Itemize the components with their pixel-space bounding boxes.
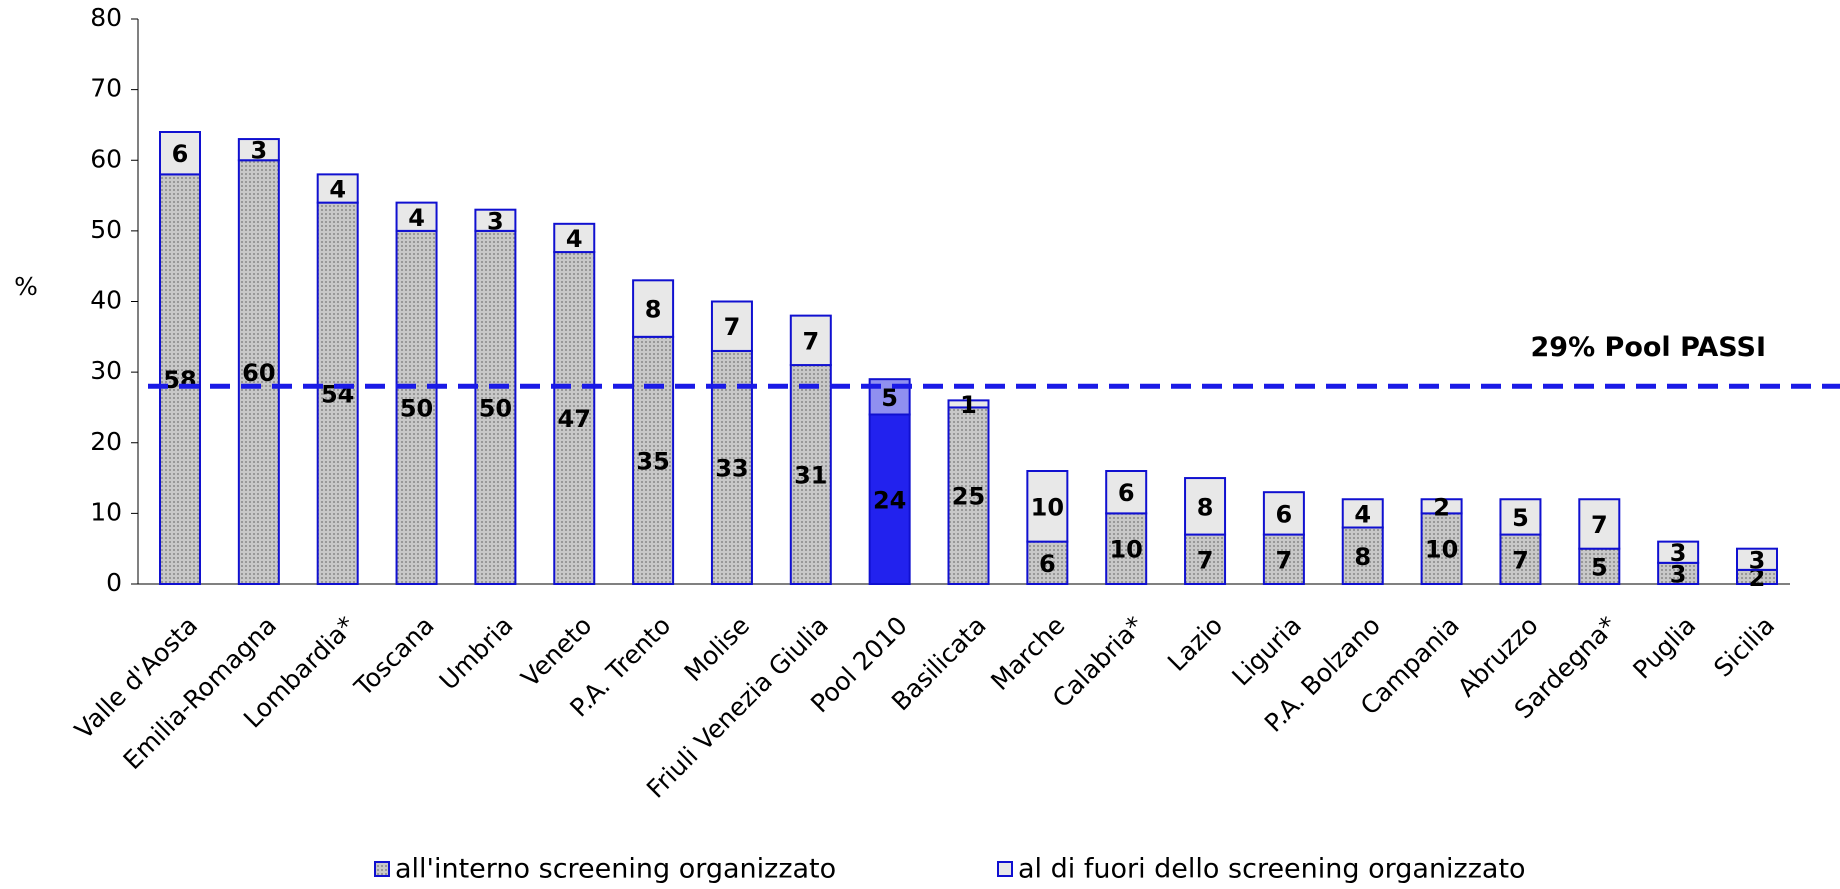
bar-segment xyxy=(474,208,517,232)
bar-segment xyxy=(395,201,438,232)
data-label: 6 xyxy=(1276,500,1293,528)
data-label: 33 xyxy=(715,454,748,482)
bar-segment xyxy=(1341,498,1384,529)
bar-segment xyxy=(1184,533,1227,585)
bar-segment xyxy=(237,159,280,585)
data-label: 7 xyxy=(802,327,819,355)
data-label: 7 xyxy=(1197,546,1214,574)
data-label: 4 xyxy=(329,176,346,204)
data-label: 8 xyxy=(645,296,662,324)
data-label: 10 xyxy=(1425,536,1458,564)
bar-segment xyxy=(553,251,596,585)
bar-segment xyxy=(1026,540,1069,585)
data-label: 24 xyxy=(873,486,906,514)
bar-segment xyxy=(159,131,201,176)
legend-swatch xyxy=(374,861,390,877)
bar-segment xyxy=(237,138,280,162)
bar-segment xyxy=(710,300,753,352)
data-label: 7 xyxy=(1591,511,1608,539)
data-label: 4 xyxy=(1354,500,1371,528)
data-label: 50 xyxy=(479,394,512,422)
data-label: 7 xyxy=(724,313,741,341)
data-label: 5 xyxy=(1512,504,1529,532)
bar-segment xyxy=(553,222,596,254)
bar-segment xyxy=(868,413,911,585)
y-tick-label: 70 xyxy=(90,74,122,103)
x-tick-label: Molise xyxy=(679,611,755,687)
x-tick-label: Toscana xyxy=(348,611,440,703)
bar-segment xyxy=(789,314,832,367)
data-label: 2 xyxy=(1749,564,1766,592)
data-label: 4 xyxy=(566,225,583,253)
data-label: 2 xyxy=(1433,493,1450,521)
data-label: 25 xyxy=(952,483,985,511)
x-tick-label: Umbria xyxy=(434,611,519,696)
data-label: 58 xyxy=(163,366,196,394)
data-label: 6 xyxy=(1118,479,1135,507)
bar-segment xyxy=(1420,498,1463,515)
bar-segment xyxy=(1736,547,1778,571)
bar-segment xyxy=(1026,470,1069,543)
bar-segment xyxy=(316,173,359,204)
y-tick-label: 80 xyxy=(90,3,122,32)
data-label: 50 xyxy=(400,394,433,422)
legend-label: all'interno screening organizzato xyxy=(395,854,836,885)
x-tick-label: Liguria xyxy=(1226,611,1307,692)
bar-segment xyxy=(395,229,438,585)
bar-segment xyxy=(789,364,832,585)
data-label: 3 xyxy=(1749,546,1766,574)
y-tick-label: 10 xyxy=(90,497,122,526)
bar-segment xyxy=(1499,498,1542,536)
legend-swatch xyxy=(997,861,1013,877)
y-axis-label: % xyxy=(14,272,38,301)
data-label: 6 xyxy=(172,140,189,168)
data-label: 6 xyxy=(1039,550,1056,578)
data-label: 7 xyxy=(1276,546,1293,574)
bar-segment xyxy=(316,201,359,585)
data-label: 31 xyxy=(794,462,827,490)
bar-segment xyxy=(1578,547,1621,585)
data-label: 10 xyxy=(1031,493,1064,521)
legend-label: al di fuori dello screening organizzato xyxy=(1018,854,1526,885)
data-label: 1 xyxy=(960,391,977,419)
y-tick-label: 50 xyxy=(90,215,122,244)
bar-segment xyxy=(1578,498,1621,550)
data-label: 3 xyxy=(250,137,267,165)
y-tick-label: 30 xyxy=(90,356,122,385)
data-label: 8 xyxy=(1354,543,1371,571)
data-label: 4 xyxy=(408,204,425,232)
bar-segment xyxy=(1184,477,1227,536)
y-tick-label: 60 xyxy=(90,144,122,173)
bar-segment xyxy=(1262,491,1305,536)
data-label: 47 xyxy=(558,405,591,433)
data-label: 5 xyxy=(881,384,898,412)
y-tick-label: 40 xyxy=(90,286,122,315)
data-label: 35 xyxy=(636,447,669,475)
data-label: 3 xyxy=(1670,560,1687,588)
data-label: 7 xyxy=(1512,546,1529,574)
annotation: 29% Pool PASSI xyxy=(1531,332,1767,363)
bar-segment xyxy=(710,349,753,585)
x-tick-label: Lazio xyxy=(1162,611,1228,677)
data-label: 8 xyxy=(1197,493,1214,521)
data-label: 3 xyxy=(1670,539,1687,567)
y-tick-label: 20 xyxy=(90,427,122,456)
bar-segment xyxy=(1105,470,1148,515)
y-tick-label: 0 xyxy=(106,568,122,597)
bar-segment xyxy=(632,279,675,338)
bar-segment xyxy=(159,173,201,585)
data-label: 10 xyxy=(1109,536,1142,564)
x-tick-label: Puglia xyxy=(1627,611,1701,685)
data-label: 3 xyxy=(487,207,504,235)
x-tick-label: Sicilia xyxy=(1708,611,1780,683)
bar-segment xyxy=(947,406,990,585)
data-label: 5 xyxy=(1591,553,1608,581)
data-label: 60 xyxy=(242,359,275,387)
bar-segment xyxy=(947,399,990,409)
bar-segment xyxy=(1657,540,1700,564)
bar-segment xyxy=(1499,533,1542,585)
